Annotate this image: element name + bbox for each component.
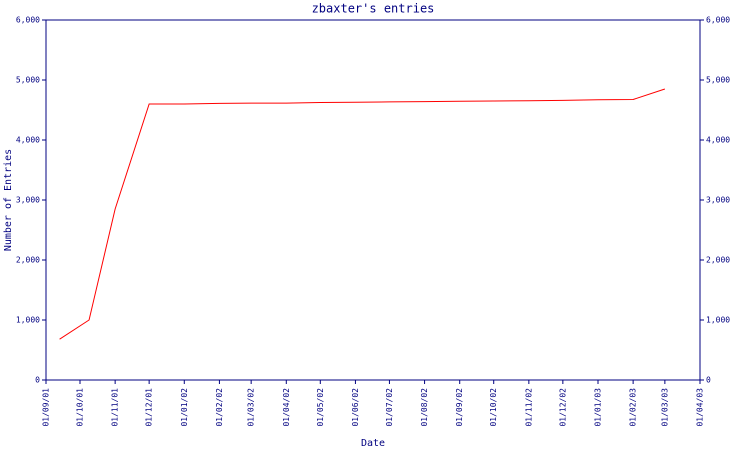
x-tick-label: 01/01/03 [593, 388, 602, 427]
y-tick-label: 1,000 [16, 316, 40, 325]
y2-tick-label: 5,000 [706, 76, 730, 85]
x-tick-label: 01/11/01 [111, 388, 120, 427]
x-tick-label: 01/09/02 [455, 388, 464, 427]
data-line [59, 88, 666, 340]
y-axis-label: Number of Entries [3, 149, 14, 251]
y2-tick-label: 0 [706, 376, 711, 385]
x-tick-label: 01/02/02 [215, 388, 224, 427]
x-tick-label: 01/01/02 [180, 388, 189, 427]
x-tick-label: 01/09/01 [42, 388, 51, 427]
y2-tick-label: 3,000 [706, 196, 730, 205]
y-tick-label: 4,000 [16, 136, 40, 145]
x-tick-label: 01/02/03 [629, 388, 638, 427]
x-tick-label: 01/11/02 [524, 388, 533, 427]
x-tick-label: 01/06/02 [351, 388, 360, 427]
y-tick-label: 6,000 [16, 16, 40, 25]
y2-tick-label: 2,000 [706, 256, 730, 265]
x-axis-label: Date [361, 438, 385, 449]
x-tick-label: 01/03/03 [660, 388, 669, 427]
x-tick-label: 01/04/02 [282, 388, 291, 427]
y-tick-label: 3,000 [16, 196, 40, 205]
x-tick-label: 01/08/02 [420, 388, 429, 427]
y-tick-label: 0 [35, 376, 40, 385]
x-tick-label: 01/12/02 [558, 388, 567, 427]
x-tick-label: 01/12/01 [145, 388, 154, 427]
plot-frame [45, 19, 701, 381]
y2-tick-label: 6,000 [706, 16, 730, 25]
x-tick-label: 01/03/02 [247, 388, 256, 427]
y2-tick-label: 4,000 [706, 136, 730, 145]
x-tick-label: 01/10/01 [76, 388, 85, 427]
chart-title: zbaxter's entries [312, 2, 435, 16]
x-tick-label: 01/07/02 [385, 388, 394, 427]
x-tick-label: 01/05/02 [316, 388, 325, 427]
y2-tick-label: 1,000 [706, 316, 730, 325]
y-tick-label: 2,000 [16, 256, 40, 265]
x-tick-label: 01/04/03 [696, 388, 705, 427]
y-tick-label: 5,000 [16, 76, 40, 85]
x-tick-label: 01/10/02 [489, 388, 498, 427]
